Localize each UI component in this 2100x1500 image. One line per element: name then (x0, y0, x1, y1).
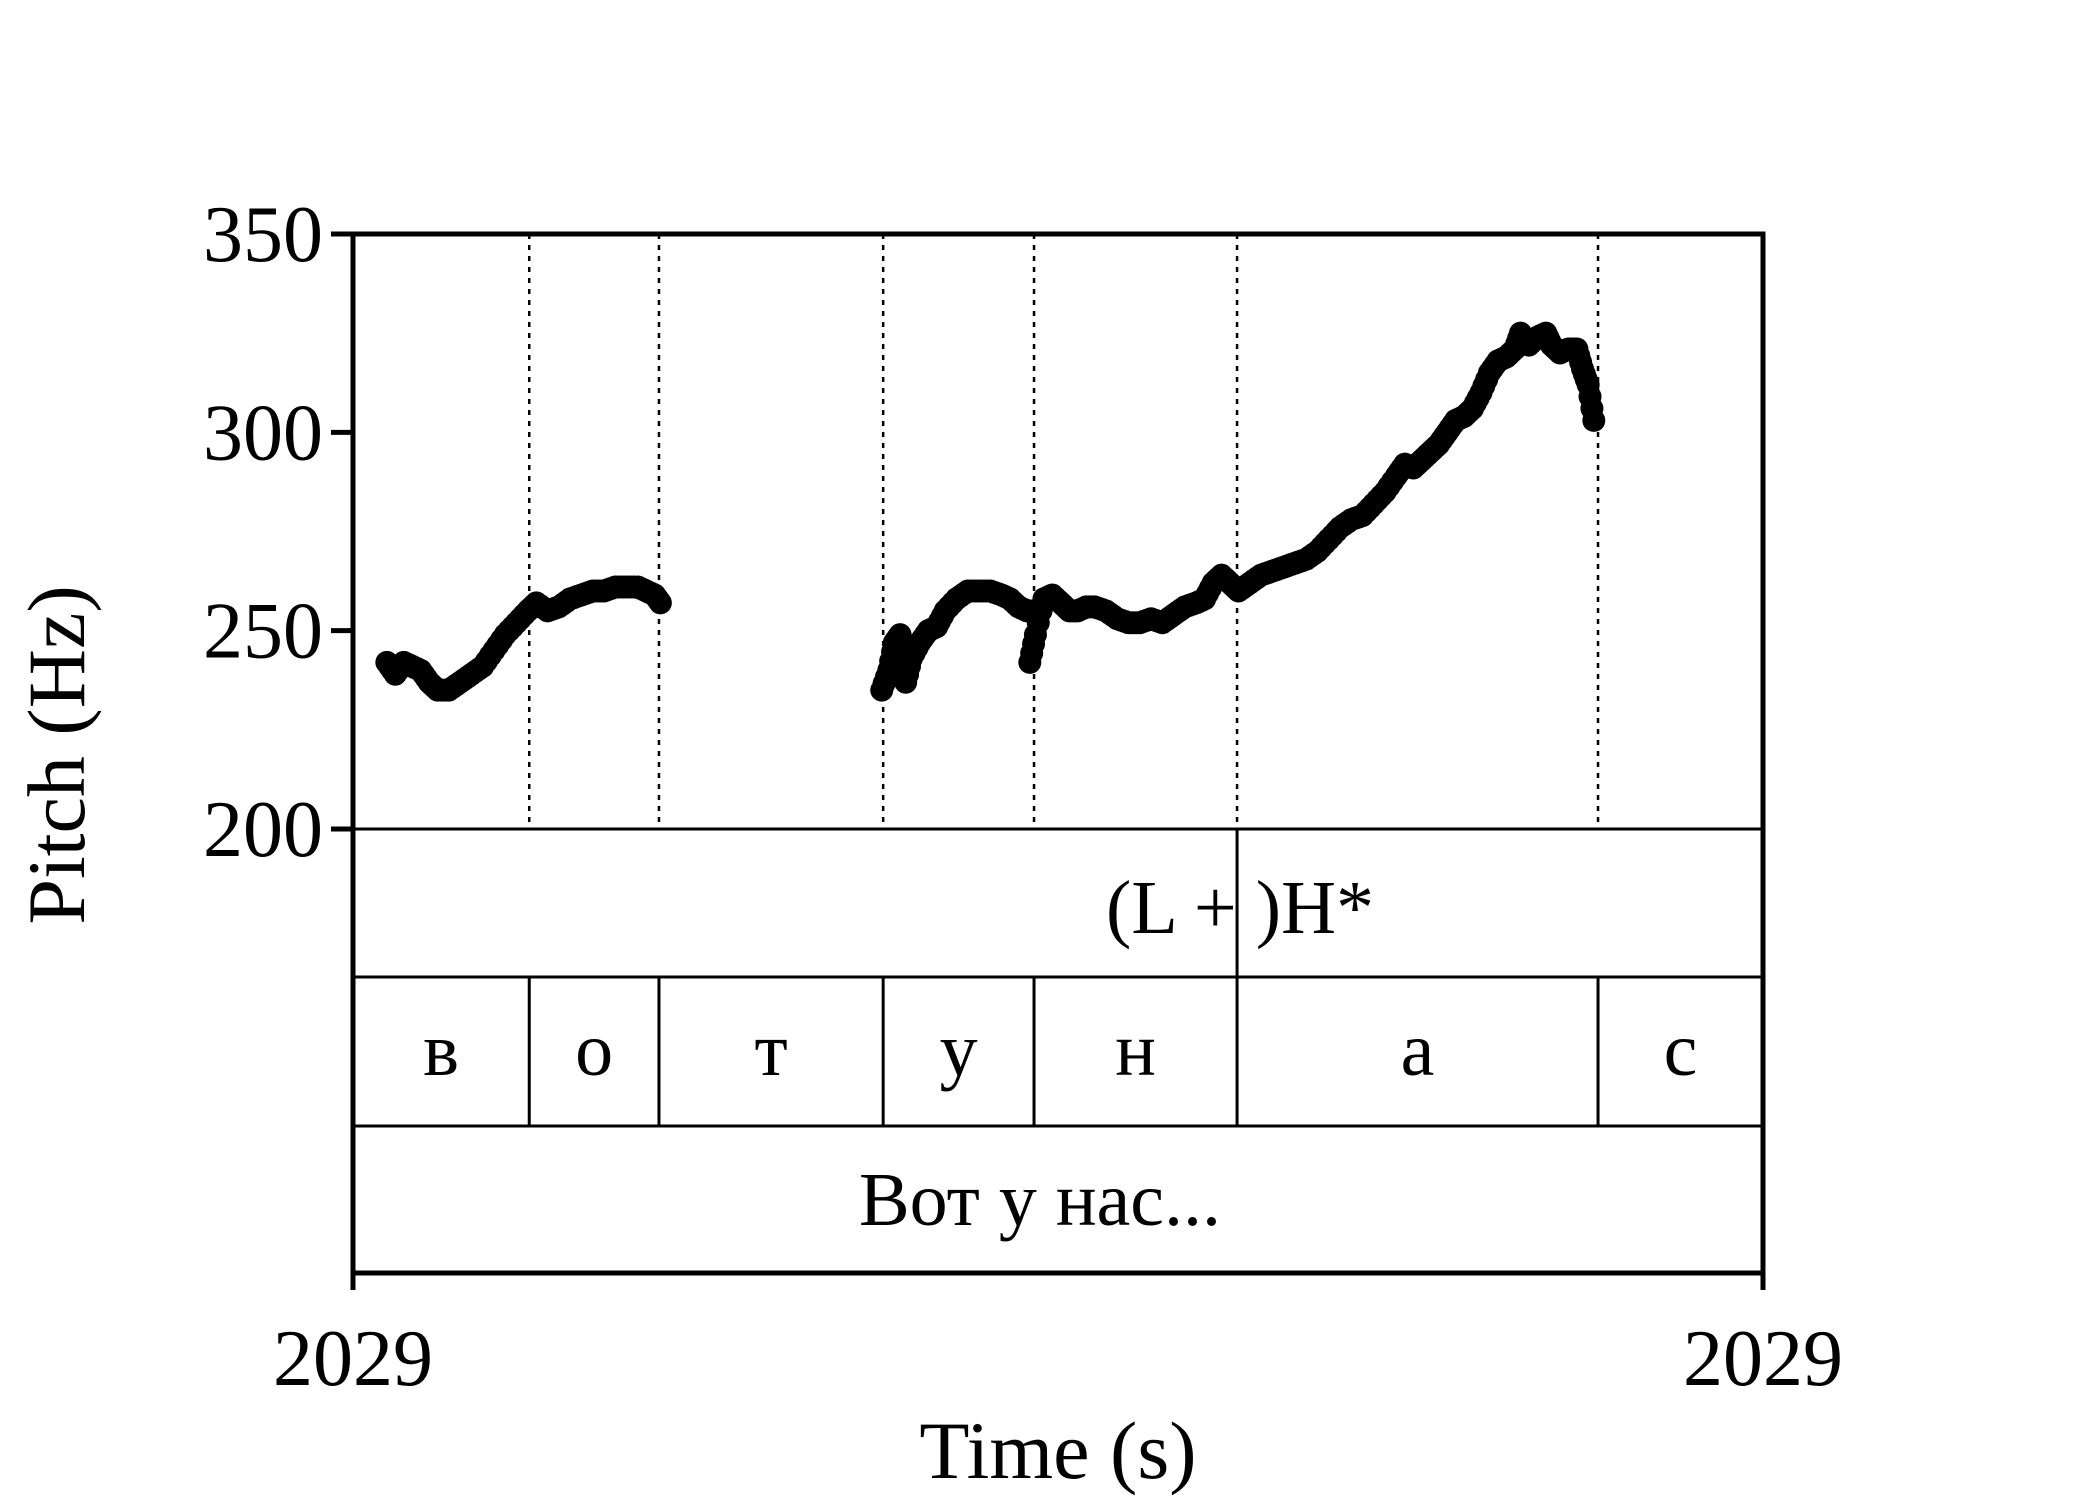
y-tick-label-350: 350 (203, 191, 323, 279)
x-tick-label-end: 2029 (1683, 1315, 1843, 1403)
segment-label-2: о (575, 1008, 613, 1092)
pitch-point-321 (1582, 408, 1606, 432)
x-axis-title: Time (s) (919, 1405, 1196, 1496)
segment-label-4: у (940, 1008, 978, 1092)
segment-label-7: с (1664, 1008, 1698, 1092)
segment-label-3: т (754, 1008, 787, 1092)
pitch-points (375, 321, 1606, 702)
tone-label: (L + )H* (1106, 866, 1374, 950)
word-label: Вот у нас... (859, 1158, 1221, 1242)
y-axis-ticks: 200 250 300 350 (203, 191, 353, 874)
segment-boundary-lines (528, 234, 1600, 829)
segment-label-1: в (423, 1008, 459, 1092)
pitch-point-82 (648, 591, 672, 615)
y-tick-label-250: 250 (203, 588, 323, 676)
segment-label-5: н (1115, 1008, 1156, 1092)
segment-label-6: а (1401, 1008, 1435, 1092)
y-axis-title: Pitch (Hz) (11, 585, 102, 924)
y-tick-label-200: 200 (203, 786, 323, 874)
y-tick-label-300: 300 (203, 389, 323, 477)
plot-frame (350, 231, 1766, 1276)
x-tick-label-start: 2029 (273, 1315, 433, 1403)
